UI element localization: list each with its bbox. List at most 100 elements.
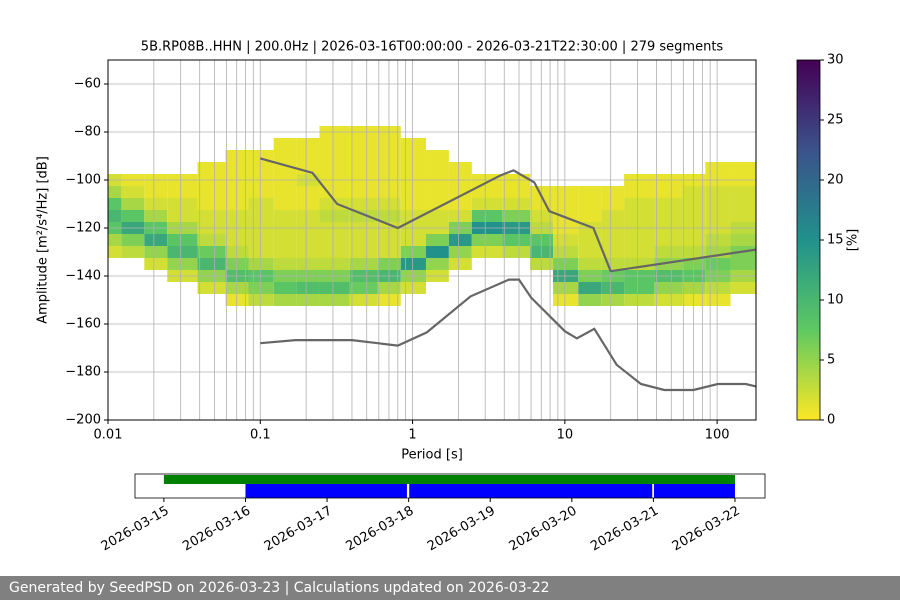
heat-cell [578,258,602,270]
colorbar-label: [%] [846,229,861,252]
noise-model-line [260,278,757,392]
heat-cell [197,282,226,294]
heat-cell [296,186,320,198]
heat-cell [273,162,297,174]
y-tick-label: −180 [65,365,101,380]
coverage-bar [653,484,735,498]
x-tick-label: 2026-03-21 [588,504,661,555]
heat-cell [248,162,274,174]
heat-cell [296,246,320,258]
heat-cell [400,150,426,162]
heat-cell [167,234,198,246]
heat-cell [248,210,274,222]
heat-cell [400,282,426,294]
heat-cell [349,282,378,294]
y-tick-label: −200 [65,413,101,428]
heat-cell [319,210,350,222]
heat-cell [144,246,168,258]
heat-cell [248,234,274,246]
heat-cell [553,294,579,306]
heat-cell [108,186,122,198]
heat-cell [273,234,297,246]
heat-cell [248,294,274,306]
heat-cell [425,198,449,210]
heat-cell [273,150,297,162]
colorbar-tick-label: 20 [827,173,844,188]
heat-cell [601,282,625,294]
heat-cell [601,210,625,222]
colorbar-tick-label: 0 [827,413,835,428]
heat-cell [730,258,756,270]
heat-cell [144,186,168,198]
heat-cell [730,234,756,246]
heat-cell [471,246,503,258]
heat-cell [448,258,472,270]
heat-cell [654,210,683,222]
heat-cell [273,198,297,210]
heat-cell [705,282,731,294]
heat-cell [578,186,602,198]
heat-cell [273,186,297,198]
heat-cell [296,294,320,306]
heat-cell [448,162,472,174]
heat-cell [248,150,274,162]
colorbar-tick-label: 25 [827,113,844,128]
heat-cell [319,294,350,306]
heat-cell [601,186,625,198]
heat-cell [730,210,756,222]
heat-cell [400,186,426,198]
x-tick-label: 2026-03-18 [343,504,416,555]
heat-cell [471,210,503,222]
heat-cell [296,150,320,162]
heat-cell [349,186,378,198]
heat-cell [730,162,756,174]
heat-cell [319,282,350,294]
x-tick-label: 0.01 [94,428,123,443]
heat-cell [502,186,531,198]
heat-cell [578,282,602,294]
heat-cell [578,234,602,246]
chart-title: 5B.RP08B..HHN | 200.0Hz | 2026-03-16T00:… [141,40,724,55]
heat-cell [705,198,731,210]
heat-cell [448,210,472,222]
heat-cell [624,294,655,306]
heat-cell [349,258,378,270]
heat-cell [448,246,472,258]
heat-cell [349,246,378,258]
heat-cell [349,162,378,174]
y-axis-label: Amplitude [m²/s⁴/Hz] [dB] [36,156,51,324]
heat-cell [553,246,579,258]
x-tick-label: 100 [705,428,730,443]
x-tick-label: 2026-03-19 [425,504,498,555]
heat-cell [349,198,378,210]
heat-cell [167,198,198,210]
heat-cell [425,246,449,258]
heat-cell [471,198,503,210]
x-tick-label: 2026-03-16 [180,504,253,555]
colorbar-tick-label: 10 [827,293,844,308]
heat-cell [601,246,625,258]
heat-cell [108,210,122,222]
colorbar-tick-label: 5 [827,353,835,368]
heat-cell [273,246,297,258]
x-tick-label: 0.1 [250,428,271,443]
heat-cell [167,258,198,270]
heat-cell [654,186,683,198]
heat-cell [553,282,579,294]
y-tick-label: −100 [65,173,101,188]
y-tick-label: −80 [74,125,101,140]
heat-cell [121,246,145,258]
heat-cell [400,246,426,258]
heat-cell [705,210,731,222]
heat-cell [502,246,531,258]
heat-cell [121,210,145,222]
heat-cell [273,294,297,306]
heat-cell [273,210,297,222]
heat-cell [319,258,350,270]
heat-cell [197,210,226,222]
x-tick-label: 10 [557,428,574,443]
heat-cell [319,162,350,174]
heat-cell [601,234,625,246]
heat-cell [400,198,426,210]
heat-cell [654,246,683,258]
